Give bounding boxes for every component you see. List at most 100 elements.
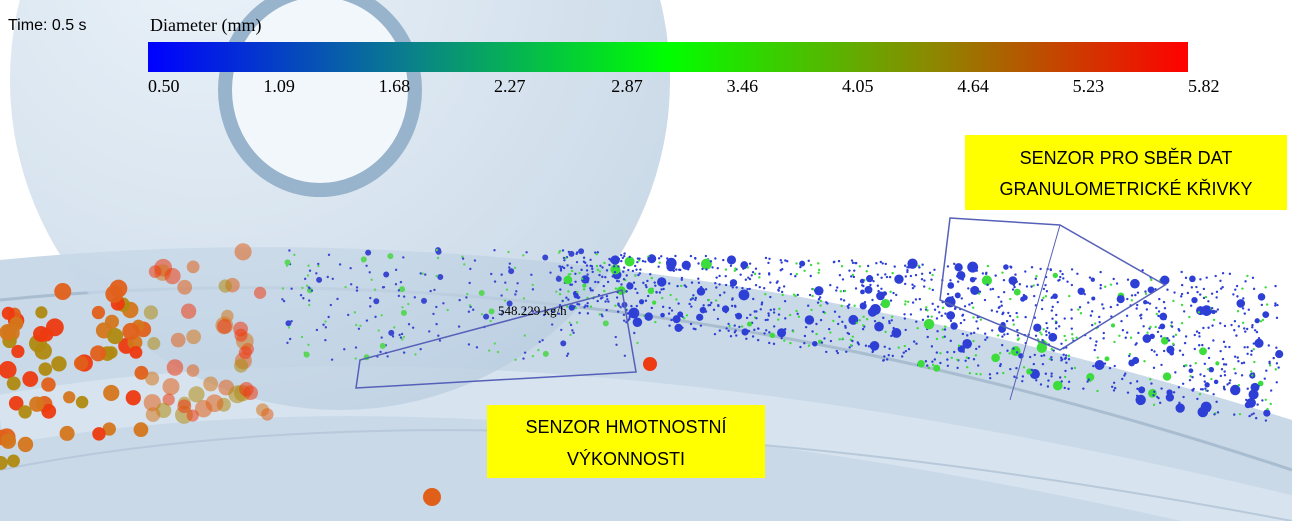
- particle: [930, 315, 932, 317]
- particle: [633, 317, 643, 327]
- particle: [690, 305, 692, 307]
- particle: [1169, 351, 1174, 356]
- particle: [309, 270, 311, 272]
- particle: [290, 320, 292, 322]
- particle: [1104, 362, 1106, 364]
- particle: [374, 288, 376, 290]
- particle: [571, 270, 573, 272]
- particle: [839, 274, 841, 276]
- particle: [1204, 363, 1206, 365]
- colorbar-tick-label: 1.68: [379, 76, 411, 96]
- particle: [1264, 377, 1266, 379]
- particle: [1067, 388, 1069, 390]
- particle: [999, 363, 1001, 365]
- particle: [1163, 372, 1171, 380]
- particle: [910, 275, 912, 277]
- particle: [126, 390, 141, 405]
- particle: [907, 301, 909, 303]
- particle: [623, 278, 625, 280]
- particle: [324, 339, 326, 341]
- particle: [944, 312, 946, 314]
- particle: [281, 298, 283, 300]
- particle: [1064, 317, 1066, 319]
- particle: [1153, 367, 1155, 369]
- particle: [708, 299, 710, 301]
- particle: [673, 270, 675, 272]
- particle: [1208, 367, 1214, 373]
- particle: [1206, 276, 1208, 278]
- particle: [947, 265, 949, 267]
- particle: [880, 277, 882, 279]
- particle: [1030, 285, 1032, 287]
- particle: [1250, 354, 1252, 356]
- particle: [904, 317, 906, 319]
- particle: [1191, 376, 1193, 378]
- particle: [1113, 389, 1115, 391]
- particle: [1251, 324, 1253, 326]
- particle: [1033, 363, 1035, 365]
- particle: [1189, 379, 1191, 381]
- particle: [846, 332, 848, 334]
- particle: [497, 351, 499, 353]
- particle: [187, 260, 200, 273]
- particle: [894, 275, 903, 284]
- particle: [636, 261, 638, 263]
- particle: [435, 275, 437, 277]
- particle: [1094, 322, 1096, 324]
- particle: [1242, 297, 1244, 299]
- particle: [1035, 379, 1037, 381]
- particle: [1201, 305, 1212, 316]
- particle: [715, 286, 717, 288]
- particle: [710, 302, 712, 304]
- particle: [18, 437, 33, 452]
- particle: [783, 339, 785, 341]
- particle: [474, 259, 476, 261]
- particle: [1215, 401, 1217, 403]
- colorbar-tick-label: 3.46: [727, 76, 759, 96]
- particle: [944, 325, 946, 327]
- particle: [1003, 279, 1005, 281]
- particle: [755, 268, 757, 270]
- particle: [810, 264, 812, 266]
- particle: [1013, 284, 1015, 286]
- particle: [620, 254, 622, 256]
- particle: [754, 273, 756, 275]
- particle: [977, 327, 979, 329]
- particle: [624, 355, 626, 357]
- particle: [560, 268, 562, 270]
- particle: [488, 349, 490, 351]
- particle: [840, 305, 842, 307]
- particle: [1194, 348, 1196, 350]
- particle: [730, 335, 732, 337]
- particle: [1116, 304, 1118, 306]
- particle: [972, 316, 974, 318]
- particle: [651, 307, 653, 309]
- particle: [1057, 301, 1059, 303]
- particle: [876, 292, 885, 301]
- particle: [462, 257, 464, 259]
- particle: [921, 273, 923, 275]
- particle: [1051, 317, 1053, 319]
- particle: [874, 320, 876, 322]
- particle: [167, 359, 184, 376]
- particle: [606, 269, 608, 271]
- particle: [1277, 366, 1279, 368]
- particle: [379, 351, 381, 353]
- particle: [1163, 301, 1165, 303]
- particle: [674, 324, 682, 332]
- particle: [770, 309, 772, 311]
- particle: [325, 326, 327, 328]
- particle: [705, 255, 707, 257]
- particle: [380, 343, 386, 349]
- particle: [627, 269, 629, 271]
- particle: [472, 309, 474, 311]
- particle: [1157, 397, 1159, 399]
- particle: [970, 332, 972, 334]
- particle: [561, 300, 563, 302]
- particle: [1191, 286, 1193, 288]
- particle: [576, 261, 578, 263]
- particle: [500, 294, 502, 296]
- particle: [1047, 379, 1049, 381]
- particle: [74, 356, 88, 370]
- particle: [734, 324, 736, 326]
